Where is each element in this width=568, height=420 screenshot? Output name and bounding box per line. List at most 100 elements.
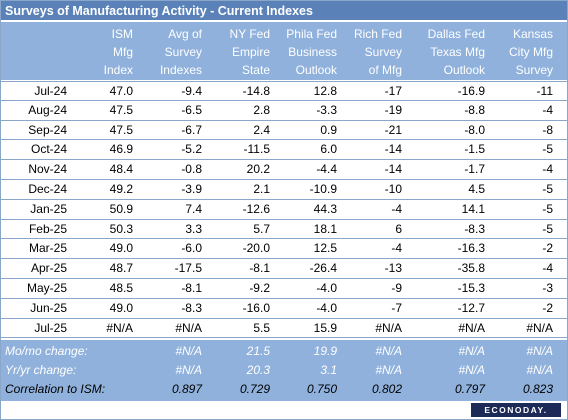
cell-ny-fed-empire-state: -20.0: [242, 241, 270, 256]
row-month-label: Jan-25: [30, 201, 67, 216]
header-phila-fed-business-outlook: Phila Fed Business Outlook: [271, 25, 337, 79]
table-row: Jun-25 49.0 -8.3 -16.0 -4.0 -7 -12.7 -2: [1, 299, 567, 319]
cell-kansas-city-mfg-survey: -11: [536, 84, 553, 98]
cell-rich-fed-survey: -17: [384, 84, 402, 98]
table-row: Jul-25 #N/A #N/A 5.5 15.9 #N/A #N/A #N/A: [1, 319, 567, 339]
summary-cell-kansas-city-mfg-survey: #N/A: [526, 344, 553, 358]
cell-dallas-fed-texas-mfg: -16.3: [457, 241, 485, 256]
cell-dallas-fed-texas-mfg: -1.7: [464, 162, 485, 177]
column-header-row: ISM Mfg Index Avg of Survey Indexes NY Fed Empi…: [1, 22, 567, 80]
header-avg-survey-indexes: Avg of Survey Indexes: [136, 25, 202, 79]
header-line: Index: [103, 63, 133, 77]
header-line: Avg of: [168, 27, 202, 41]
table-row: Apr-25 48.7 -17.5 -8.1 -26.4 -13 -35.8 -4: [1, 259, 567, 279]
cell-kansas-city-mfg-survey: -5: [542, 221, 553, 236]
cell-ism-mfg-index: 50.9: [109, 201, 133, 216]
table-row: Oct-24 46.9 -5.2 -11.5 6.0 -14 -1.5 -5: [1, 140, 567, 161]
cell-dallas-fed-texas-mfg: -12.7: [457, 300, 485, 315]
header-line: Survey: [364, 45, 402, 59]
row-month-label: Dec-24: [28, 181, 67, 196]
header-line: Texas Mfg: [430, 45, 485, 59]
cell-dallas-fed-texas-mfg: -1.5: [464, 142, 485, 157]
cell-kansas-city-mfg-survey: -3: [542, 280, 553, 295]
cell-dallas-fed-texas-mfg: -8.3: [464, 221, 485, 236]
cell-rich-fed-survey: -21: [384, 122, 402, 137]
cell-rich-fed-survey: -4: [391, 241, 402, 256]
cell-phila-fed-business-outlook: -10.9: [309, 181, 337, 196]
cell-avg-survey-indexes: -0.8: [181, 162, 202, 177]
cell-ny-fed-empire-state: -8.1: [249, 261, 270, 276]
cell-phila-fed-business-outlook: 12.8: [313, 84, 337, 98]
header-line: Mfg: [112, 45, 133, 59]
cell-rich-fed-survey: -4: [391, 201, 402, 216]
table-row: Dec-24 49.2 -3.9 2.1 -10.9 -10 4.5 -5: [1, 180, 567, 200]
header-line: Indexes: [159, 63, 202, 77]
summary-cell-rich-fed-survey: #N/A: [375, 363, 402, 377]
cell-ny-fed-empire-state: -12.6: [242, 201, 270, 216]
table-row: Mar-25 49.0 -6.0 -20.0 12.5 -4 -16.3 -2: [1, 239, 567, 260]
cell-kansas-city-mfg-survey: -2: [542, 300, 553, 315]
cell-ny-fed-empire-state: -14.8: [242, 84, 270, 98]
header-dallas-fed-texas-mfg: Dallas Fed Texas Mfg Outlook: [407, 25, 485, 79]
cell-phila-fed-business-outlook: 12.5: [313, 241, 337, 256]
cell-avg-survey-indexes: #N/A: [175, 320, 202, 335]
row-month-label: May-25: [26, 280, 67, 295]
cell-rich-fed-survey: -14: [384, 142, 402, 157]
cell-kansas-city-mfg-survey: -4: [542, 261, 553, 276]
cell-ism-mfg-index: 46.9: [109, 142, 133, 157]
summary-cell-dallas-fed-texas-mfg: #N/A: [458, 363, 485, 377]
header-line: City Mfg: [508, 45, 553, 59]
cell-avg-survey-indexes: -8.1: [181, 280, 202, 295]
cell-avg-survey-indexes: 3.3: [185, 221, 202, 236]
econoday-logo: ECONODAY.: [471, 403, 561, 417]
footer: ECONODAY.: [1, 401, 567, 419]
cell-phila-fed-business-outlook: 44.3: [313, 201, 337, 216]
cell-dallas-fed-texas-mfg: -8.0: [464, 122, 485, 137]
summary-cell-kansas-city-mfg-survey: 0.823: [522, 382, 553, 396]
cell-avg-survey-indexes: -8.3: [181, 300, 202, 315]
summary-row: Yr/yr change: #N/A 20.3 3.1 #N/A #N/A #N/A: [1, 361, 567, 380]
header-ny-fed-empire-state: NY Fed Empire State: [204, 25, 270, 79]
cell-avg-survey-indexes: -17.5: [174, 261, 202, 276]
cell-ny-fed-empire-state: -16.0: [242, 300, 270, 315]
header-line: Kansas: [512, 27, 553, 41]
summary-cell-phila-fed-business-outlook: 0.750: [306, 382, 337, 396]
row-month-label: Apr-25: [30, 261, 67, 276]
cell-rich-fed-survey: -13: [384, 261, 402, 276]
cell-kansas-city-mfg-survey: -5: [542, 142, 553, 157]
cell-phila-fed-business-outlook: 0.9: [320, 122, 337, 137]
cell-ism-mfg-index: 48.5: [109, 280, 133, 295]
cell-rich-fed-survey: -10: [384, 181, 402, 196]
cell-kansas-city-mfg-survey: -4: [542, 162, 553, 177]
cell-ism-mfg-index: 47.5: [109, 122, 133, 137]
header-line: Outlook: [295, 63, 337, 77]
header-rich-fed-survey: Rich Fed Survey of Mfg: [342, 25, 402, 79]
summary-cell-dallas-fed-texas-mfg: 0.797: [454, 382, 485, 396]
cell-phila-fed-business-outlook: -4.0: [316, 280, 337, 295]
header-line: Rich Fed: [353, 27, 402, 41]
cell-kansas-city-mfg-survey: -5: [542, 201, 553, 216]
cell-ism-mfg-index: 47.0: [109, 84, 133, 98]
summary-cell-kansas-city-mfg-survey: #N/A: [526, 363, 553, 377]
header-line: NY Fed: [229, 27, 270, 41]
cell-ism-mfg-index: 49.2: [109, 181, 133, 196]
cell-kansas-city-mfg-survey: -5: [542, 181, 553, 196]
row-month-label: Jun-25: [30, 300, 67, 315]
cell-phila-fed-business-outlook: -3.3: [316, 102, 337, 117]
cell-kansas-city-mfg-survey: -8: [542, 122, 553, 137]
cell-avg-survey-indexes: -6.7: [181, 122, 202, 137]
cell-kansas-city-mfg-survey: -4: [542, 102, 553, 117]
summary-cell-phila-fed-business-outlook: 19.9: [313, 344, 337, 358]
cell-ism-mfg-index: 49.0: [109, 300, 133, 315]
row-month-label: Sep-24: [28, 122, 67, 137]
table-row: Jan-25 50.9 7.4 -12.6 44.3 -4 14.1 -5: [1, 200, 567, 220]
cell-ny-fed-empire-state: 2.1: [253, 181, 270, 196]
cell-ny-fed-empire-state: 5.7: [253, 221, 270, 236]
table-row: Nov-24 48.4 -0.8 20.2 -4.4 -14 -1.7 -4: [1, 160, 567, 180]
table-row: Jul-24 47.0 -9.4 -14.8 12.8 -17 -16.9 -11: [1, 81, 567, 101]
summary-cell-rich-fed-survey: 0.802: [371, 382, 402, 396]
summary-label: Correlation to ISM:: [5, 382, 106, 396]
cell-dallas-fed-texas-mfg: -8.8: [464, 102, 485, 117]
summary-label: Mo/mo change:: [5, 344, 88, 358]
